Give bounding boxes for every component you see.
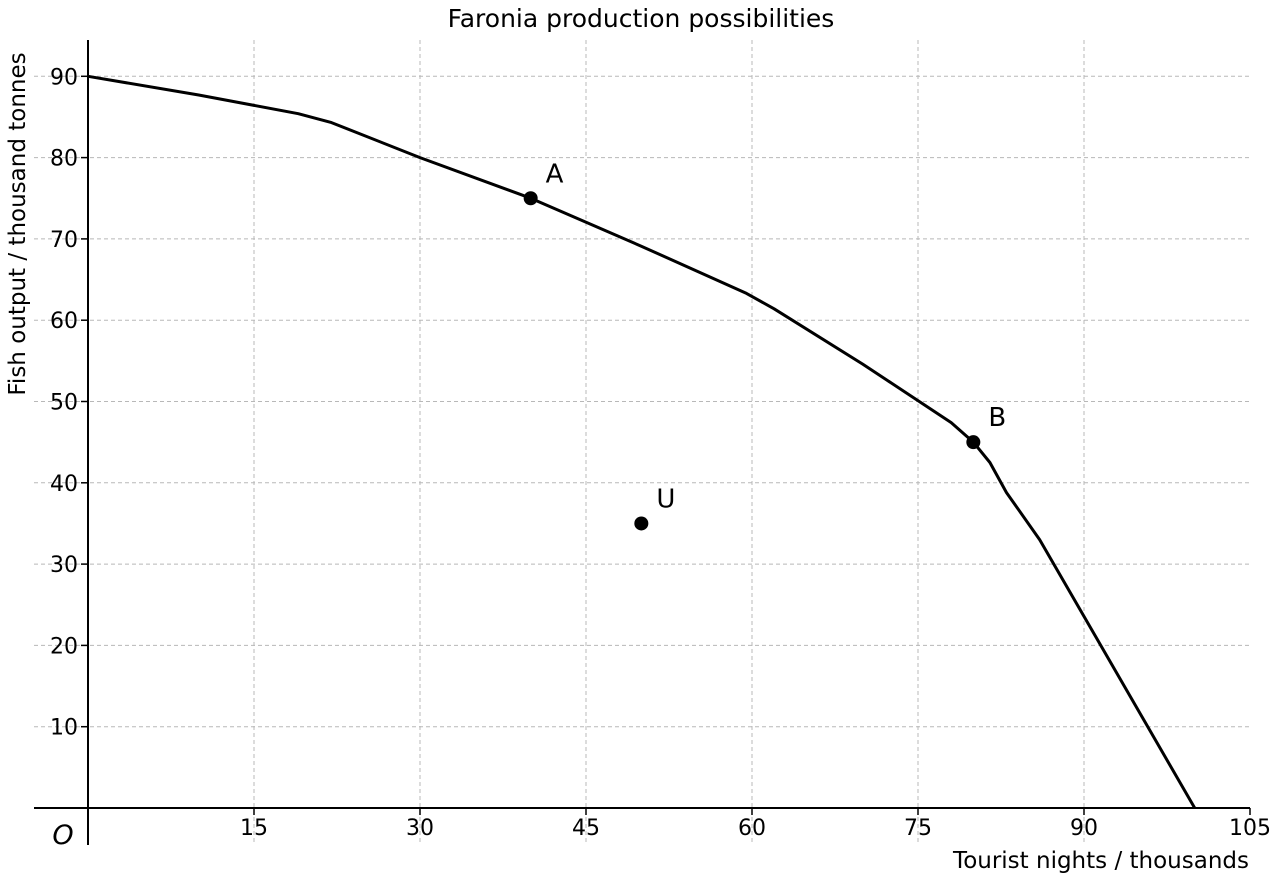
y-tick-label: 90 bbox=[50, 65, 78, 90]
axes: 15 30 45 60 75 90 105 10 20 30 40 50 60 70 80 90 bbox=[34, 40, 1271, 845]
x-tick-label: 60 bbox=[738, 816, 766, 841]
y-tick-label: 50 bbox=[50, 391, 78, 416]
grid-lines bbox=[34, 40, 1250, 845]
point-u-label: U bbox=[656, 484, 675, 514]
y-tick-label: 70 bbox=[50, 228, 78, 253]
y-axis-label: Fish output / thousand tonnes bbox=[5, 52, 31, 395]
x-tick-label: 45 bbox=[572, 816, 600, 841]
point-u-marker bbox=[634, 516, 649, 531]
x-tick-label: 105 bbox=[1229, 816, 1271, 841]
chart-title: Faronia production possibilities bbox=[448, 4, 835, 33]
point-b-marker bbox=[966, 435, 981, 450]
x-tick-label: 15 bbox=[240, 816, 268, 841]
point-b-label: B bbox=[988, 403, 1006, 433]
y-tick-label: 40 bbox=[50, 472, 78, 497]
point-a-marker bbox=[523, 191, 538, 206]
y-tick-label: 30 bbox=[50, 553, 78, 578]
x-tick-label: 90 bbox=[1070, 816, 1098, 841]
y-tick-label: 60 bbox=[50, 309, 78, 334]
y-tick-label: 20 bbox=[50, 634, 78, 659]
origin-label: O bbox=[52, 820, 73, 851]
point-a-label: A bbox=[546, 159, 564, 189]
y-tick-label: 10 bbox=[50, 716, 78, 741]
curve-layer bbox=[87, 74, 1196, 809]
x-axis-label: Tourist nights / thousands bbox=[952, 848, 1249, 874]
x-tick-label: 75 bbox=[904, 816, 932, 841]
ppf-curve bbox=[87, 74, 1196, 809]
y-tick-label: 80 bbox=[50, 147, 78, 172]
x-tick-label: 30 bbox=[406, 816, 434, 841]
points-layer: A B U bbox=[523, 159, 1006, 531]
